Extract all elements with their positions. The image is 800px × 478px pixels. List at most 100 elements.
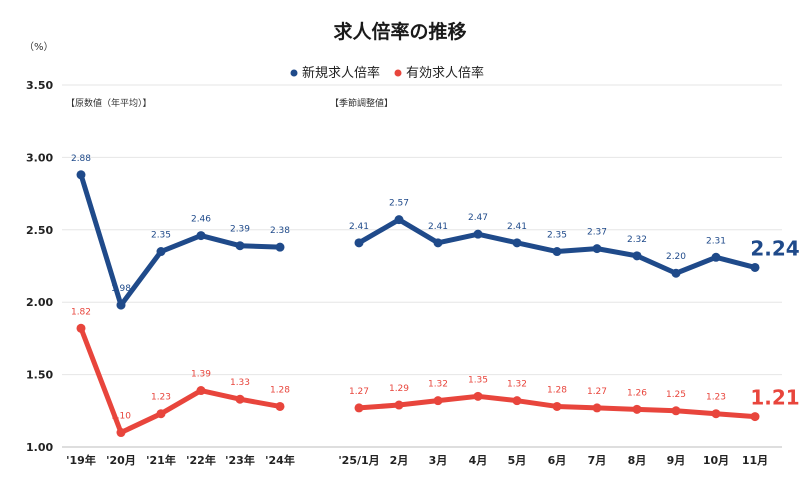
- point-new: [196, 231, 206, 241]
- data-label-effective: 1.28: [270, 385, 290, 395]
- point-effective: [671, 406, 681, 416]
- grid: [62, 84, 782, 448]
- x-axis: '19年 '20月 '21年 '22年 '23年 '24年 '25/1月 2月 3月 4月 5月 6月…: [66, 453, 768, 467]
- point-effective: [592, 403, 602, 413]
- data-label-effective: 1.82: [71, 307, 91, 317]
- x-tick-label: 11月: [742, 454, 768, 467]
- point-new: [592, 244, 602, 254]
- point-new: [156, 247, 166, 257]
- point-new: [711, 252, 721, 262]
- data-label-new: 2.32: [627, 235, 647, 245]
- data-label-new: 2.47: [468, 213, 488, 223]
- data-label-new: 1.98: [111, 284, 131, 294]
- data-label-new: 2.35: [547, 231, 567, 241]
- y-tick-label: 1.50: [26, 369, 53, 382]
- point-new: [76, 170, 86, 180]
- series-line-effective: [78, 325, 283, 436]
- data-label-new: 2.57: [389, 199, 409, 209]
- legend-new-label: 新規求人倍率: [302, 65, 380, 81]
- point-effective: [552, 401, 562, 411]
- data-label-new-latest: 2.24: [750, 236, 799, 260]
- legend-marker-effective: [394, 69, 402, 77]
- x-tick-label: '25/1月: [338, 454, 379, 467]
- point-new: [552, 247, 562, 257]
- data-label-new: 2.31: [706, 236, 726, 246]
- data-label-new: 2.38: [270, 226, 290, 236]
- data-label-effective-latest: 1.21: [750, 386, 799, 410]
- point-effective: [275, 401, 285, 411]
- point-new: [750, 262, 760, 272]
- data-label-effective: 1.33: [230, 378, 250, 388]
- point-new: [394, 215, 404, 225]
- point-new: [512, 238, 522, 248]
- data-label-new: 2.41: [349, 222, 369, 232]
- data-label-effective: 1.28: [547, 385, 567, 395]
- series-line-new: [78, 172, 283, 308]
- data-label-effective: 1.23: [151, 393, 171, 403]
- x-tick-label: 8月: [628, 454, 647, 467]
- y-axis: 1.00 1.50 2.00 2.50 3.00 3.50: [26, 79, 53, 454]
- point-effective: [394, 400, 404, 410]
- point-new: [473, 229, 483, 239]
- point-effective: [156, 409, 166, 419]
- point-effective: [76, 323, 86, 333]
- series-lines: [78, 172, 758, 436]
- data-label-new: 2.88: [71, 154, 91, 164]
- series-points: [76, 170, 760, 438]
- point-new: [354, 238, 364, 248]
- y-tick-label: 3.50: [26, 79, 53, 92]
- data-label-effective: 1.39: [191, 370, 211, 380]
- data-label-new: 2.41: [428, 222, 448, 232]
- data-label-effective: 1.27: [587, 387, 607, 397]
- series-line-new: [356, 217, 758, 276]
- data-label-effective: 1.27: [349, 387, 369, 397]
- x-tick-label: '22年: [186, 453, 216, 467]
- data-label-effective: 1.32: [507, 380, 527, 390]
- data-label-effective: 1.35: [468, 375, 488, 385]
- point-new: [275, 242, 285, 252]
- point-effective: [116, 428, 126, 438]
- x-tick-label: '23年: [225, 453, 255, 467]
- x-tick-label: 5月: [508, 454, 527, 467]
- point-effective: [750, 412, 760, 422]
- y-tick-label: 3.00: [26, 151, 53, 164]
- point-new: [632, 251, 642, 261]
- data-label-new: 2.35: [151, 231, 171, 241]
- point-effective: [433, 396, 443, 406]
- data-labels: 2.88 1.98 2.35 2.46 2.39 2.38 2.41 2.57 2.41 2.47…: [71, 154, 800, 422]
- point-effective: [196, 386, 206, 396]
- x-tick-label: 9月: [667, 454, 686, 467]
- x-tick-label: '19年: [66, 453, 96, 467]
- point-effective: [473, 391, 483, 401]
- data-label-effective: 1.32: [428, 380, 448, 390]
- x-tick-label: 2月: [390, 454, 409, 467]
- point-effective: [235, 394, 245, 404]
- chart-title: 求人倍率の推移: [333, 20, 466, 43]
- x-tick-label: 4月: [469, 454, 488, 467]
- data-label-effective: 1.23: [706, 393, 726, 403]
- segment-label-seasonal: 【季節調整値】: [330, 97, 393, 109]
- data-label-new: 2.39: [230, 225, 250, 235]
- legend-marker-new: [290, 69, 298, 77]
- unit-label: （%）: [24, 41, 54, 53]
- point-new: [116, 300, 126, 310]
- point-new: [433, 238, 443, 248]
- x-tick-label: '21年: [146, 453, 176, 467]
- x-tick-label: 3月: [429, 454, 448, 467]
- y-tick-label: 1.00: [26, 441, 53, 454]
- data-label-new: 2.41: [507, 222, 527, 232]
- data-label-effective: 1.25: [666, 390, 686, 400]
- data-label-new: 2.37: [587, 228, 607, 238]
- x-tick-label: 10月: [703, 454, 729, 467]
- y-tick-label: 2.50: [26, 224, 53, 237]
- legend: 新規求人倍率 有効求人倍率: [290, 65, 484, 81]
- point-new: [235, 241, 245, 251]
- data-label-effective: 1.29: [389, 384, 409, 394]
- legend-effective-label: 有効求人倍率: [406, 65, 484, 81]
- x-tick-label: '20月: [106, 454, 136, 467]
- segment-label-annual: 【原数値（年平均）】: [66, 97, 152, 109]
- data-label-effective: 1.26: [627, 388, 647, 398]
- point-effective: [512, 396, 522, 406]
- y-tick-label: 2.00: [26, 296, 53, 309]
